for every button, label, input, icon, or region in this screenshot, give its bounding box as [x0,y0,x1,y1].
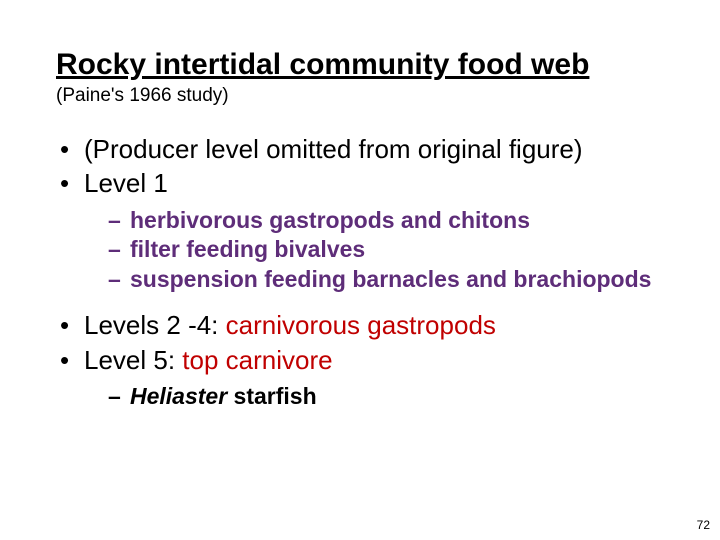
bullet-list: Levels 2 -4: carnivorous gastropods Leve… [56,309,694,376]
list-item: filter feeding bivalves [56,235,694,265]
page-number: 72 [697,518,710,532]
text: starfish [227,383,316,409]
list-item: Level 5: top carnivore [56,344,694,377]
sub-list: Heliaster starfish [56,382,694,412]
list-item: Levels 2 -4: carnivorous gastropods [56,309,694,342]
text: Level 5: [84,345,182,375]
list-item: suspension feeding barnacles and brachio… [56,265,694,295]
slide-title: Rocky intertidal community food web [56,48,694,83]
bullet-list: (Producer level omitted from original fi… [56,133,694,200]
text-italic: Heliaster [130,383,227,409]
slide-subtitle: (Paine's 1966 study) [56,85,694,107]
sub-list: herbivorous gastropods and chitons filte… [56,206,694,296]
text: Levels 2 -4: [84,310,226,340]
list-item: (Producer level omitted from original fi… [56,133,694,166]
list-item: herbivorous gastropods and chitons [56,206,694,236]
list-item: Heliaster starfish [56,382,694,412]
text-colored: carnivorous gastropods [226,310,496,340]
text-colored: top carnivore [182,345,332,375]
list-item: Level 1 [56,167,694,200]
